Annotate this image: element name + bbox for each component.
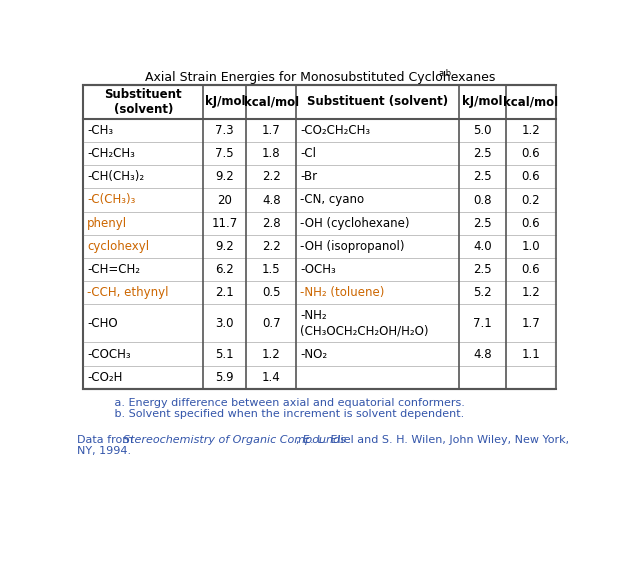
Text: 0.6: 0.6	[521, 148, 540, 160]
Text: a. Energy difference between axial and equatorial conformers.: a. Energy difference between axial and e…	[104, 398, 465, 408]
Text: 4.8: 4.8	[473, 347, 492, 360]
Text: cyclohexyl: cyclohexyl	[87, 240, 149, 253]
Text: Stereochemistry of Organic Compounds: Stereochemistry of Organic Compounds	[123, 435, 346, 445]
Text: Substituent (solvent): Substituent (solvent)	[307, 95, 449, 108]
Text: 1.7: 1.7	[262, 124, 281, 137]
Text: 2.5: 2.5	[473, 263, 492, 276]
Text: 0.6: 0.6	[521, 171, 540, 184]
Text: 2.1: 2.1	[215, 286, 234, 299]
Text: 1.2: 1.2	[521, 124, 540, 137]
Text: -CH=CH₂: -CH=CH₂	[87, 263, 140, 276]
Text: -Br: -Br	[300, 171, 318, 184]
Text: 2.8: 2.8	[262, 217, 281, 230]
Text: 1.0: 1.0	[521, 240, 540, 253]
Text: Substituent
(solvent): Substituent (solvent)	[104, 88, 182, 116]
Text: phenyl: phenyl	[87, 217, 127, 230]
Text: -CCH, ethynyl: -CCH, ethynyl	[87, 286, 168, 299]
Text: kcal/mol: kcal/mol	[244, 95, 299, 108]
Text: 0.2: 0.2	[521, 194, 540, 207]
Text: 1.7: 1.7	[521, 317, 540, 330]
Text: 9.2: 9.2	[215, 171, 234, 184]
Text: 0.6: 0.6	[521, 263, 540, 276]
Text: 0.8: 0.8	[473, 194, 492, 207]
Text: -C(CH₃)₃: -C(CH₃)₃	[87, 194, 136, 207]
Text: 11.7: 11.7	[212, 217, 238, 230]
Text: -NH₂ (toluene): -NH₂ (toluene)	[300, 286, 385, 299]
Text: -CH₃: -CH₃	[87, 124, 114, 137]
Text: 1.5: 1.5	[262, 263, 281, 276]
Text: -Cl: -Cl	[300, 148, 317, 160]
Text: 7.5: 7.5	[215, 148, 234, 160]
Text: 2.5: 2.5	[473, 217, 492, 230]
Text: -NO₂: -NO₂	[300, 347, 328, 360]
Text: 5.1: 5.1	[215, 347, 234, 360]
Text: 2.5: 2.5	[473, 171, 492, 184]
Text: -OH (isopropanol): -OH (isopropanol)	[300, 240, 405, 253]
Text: -NH₂
(CH₃OCH₂CH₂OH/H₂O): -NH₂ (CH₃OCH₂CH₂OH/H₂O)	[300, 309, 429, 337]
Text: 0.7: 0.7	[262, 317, 281, 330]
Text: -CO₂H: -CO₂H	[87, 370, 123, 383]
Text: -CHO: -CHO	[87, 317, 118, 330]
Text: 9.2: 9.2	[215, 240, 234, 253]
Text: 5.2: 5.2	[473, 286, 492, 299]
Text: kJ/mol: kJ/mol	[462, 95, 503, 108]
Text: 4.0: 4.0	[473, 240, 492, 253]
Text: Data from: Data from	[77, 435, 137, 445]
Text: 1.2: 1.2	[521, 286, 540, 299]
Text: 2.5: 2.5	[473, 148, 492, 160]
Text: 0.5: 0.5	[262, 286, 281, 299]
Text: 1.8: 1.8	[262, 148, 281, 160]
Text: -OH (cyclohexane): -OH (cyclohexane)	[300, 217, 410, 230]
Text: -COCH₃: -COCH₃	[87, 347, 131, 360]
Text: Axial Strain Energies for Monosubstituted Cyclohexanes: Axial Strain Energies for Monosubstitute…	[144, 71, 495, 84]
Text: 4.8: 4.8	[262, 194, 281, 207]
Text: -CN, cyano: -CN, cyano	[300, 194, 365, 207]
Text: 6.2: 6.2	[215, 263, 234, 276]
Text: 1.1: 1.1	[521, 347, 540, 360]
Text: b. Solvent specified when the increment is solvent dependent.: b. Solvent specified when the increment …	[104, 409, 465, 419]
Text: -CH(CH₃)₂: -CH(CH₃)₂	[87, 171, 144, 184]
Text: , E. L. Eliel and S. H. Wilen, John Wiley, New York,: , E. L. Eliel and S. H. Wilen, John Wile…	[296, 435, 569, 445]
Text: 7.3: 7.3	[215, 124, 234, 137]
Text: kcal/mol: kcal/mol	[503, 95, 558, 108]
Text: 3.0: 3.0	[215, 317, 234, 330]
Text: 2.2: 2.2	[262, 240, 281, 253]
Text: 0.6: 0.6	[521, 217, 540, 230]
Text: 1.4: 1.4	[262, 370, 281, 383]
Text: -OCH₃: -OCH₃	[300, 263, 336, 276]
Text: 1.2: 1.2	[262, 347, 281, 360]
Text: 5.9: 5.9	[215, 370, 234, 383]
Text: kJ/mol: kJ/mol	[204, 95, 245, 108]
Text: 7.1: 7.1	[473, 317, 492, 330]
Text: -CH₂CH₃: -CH₂CH₃	[87, 148, 135, 160]
Text: a,b: a,b	[438, 69, 452, 78]
Text: NY, 1994.: NY, 1994.	[77, 446, 131, 455]
Text: 5.0: 5.0	[473, 124, 492, 137]
Text: 20: 20	[217, 194, 232, 207]
Text: 2.2: 2.2	[262, 171, 281, 184]
Text: -CO₂CH₂CH₃: -CO₂CH₂CH₃	[300, 124, 370, 137]
